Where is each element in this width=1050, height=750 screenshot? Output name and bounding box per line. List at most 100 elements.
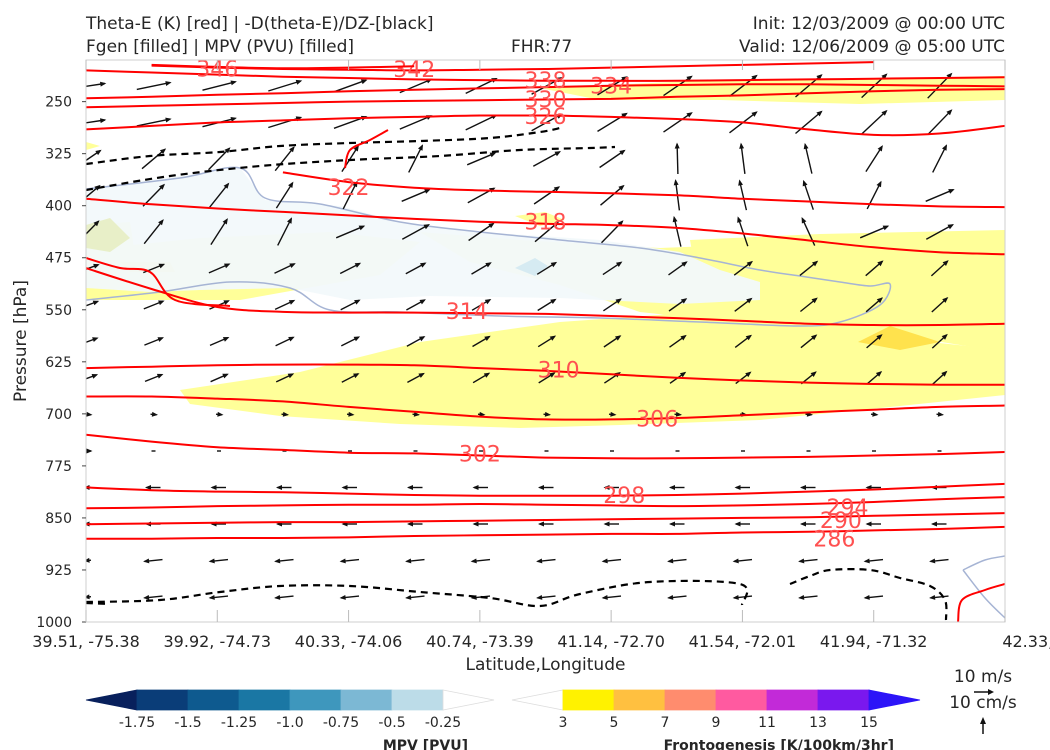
mpv-colorbar-tick-label: -0.75 bbox=[323, 715, 359, 731]
x-tick-label: 42.33, -70.6 bbox=[1002, 632, 1050, 651]
wind-vector bbox=[532, 151, 561, 167]
wind-vector bbox=[866, 334, 883, 349]
wind-vector bbox=[734, 334, 752, 348]
x-axis-label: Latitude,Longitude bbox=[466, 655, 626, 675]
wind-vector bbox=[536, 261, 558, 275]
y-tick-label: 925 bbox=[45, 563, 72, 579]
axes: 250 325 400 475 550 625 700 775 850 925 100039.51,… bbox=[11, 59, 1050, 675]
theta-e-label: 306 bbox=[636, 408, 678, 433]
wind-vector bbox=[734, 521, 750, 527]
wind-vector bbox=[274, 146, 295, 172]
fgen-colorbar-swatch bbox=[562, 689, 615, 711]
wind-vector bbox=[210, 485, 226, 490]
wind-vector bbox=[86, 337, 99, 343]
wind-vector bbox=[663, 75, 693, 97]
fgen-colorbar-swatch bbox=[613, 689, 666, 711]
wind-vector bbox=[925, 189, 955, 202]
wind-vector bbox=[800, 485, 816, 490]
wind-vector bbox=[276, 485, 292, 490]
mpv-colorbar-swatch bbox=[136, 689, 189, 711]
wind-vector bbox=[733, 260, 753, 276]
x-tick-label: 41.54, -72.01 bbox=[689, 632, 797, 651]
wind-vector bbox=[274, 299, 296, 311]
theta-e-contour bbox=[282, 171, 1005, 209]
theta-e-contour bbox=[151, 63, 415, 70]
wind-vector bbox=[268, 79, 303, 92]
wind-vector bbox=[929, 595, 949, 600]
fgen-fill-region bbox=[180, 312, 1005, 428]
y-tick-label: 850 bbox=[45, 511, 72, 527]
wind-vector bbox=[798, 558, 818, 564]
theta-e-contour bbox=[151, 61, 874, 72]
wind-vector bbox=[144, 337, 164, 346]
wind-vector bbox=[472, 485, 488, 490]
colorbars: -1.75 -1.5 -1.25 -1.0 -0.75 -0.5 -0.25 MPV [PVU… bbox=[85, 689, 921, 750]
wind-vector bbox=[145, 485, 161, 490]
wind-vector bbox=[405, 262, 427, 275]
mpv-colorbar-swatch bbox=[391, 689, 444, 711]
wind-vector bbox=[274, 263, 296, 274]
wind-vector bbox=[669, 334, 687, 348]
mpv-colorbar-swatch bbox=[238, 689, 291, 711]
wind-vector bbox=[86, 557, 92, 563]
wind-vector bbox=[275, 181, 294, 209]
wind-vector bbox=[543, 411, 551, 417]
theta-e-contour bbox=[86, 525, 1005, 540]
y-tick-label: 775 bbox=[45, 459, 72, 475]
theta-e-label: 298 bbox=[603, 484, 645, 509]
wind-vector bbox=[931, 521, 947, 527]
wind-vector bbox=[466, 152, 497, 166]
wind-vector bbox=[798, 595, 818, 600]
filled-fields bbox=[86, 76, 1005, 428]
fgen-colorbar-swatch bbox=[715, 689, 768, 711]
wind-vector bbox=[407, 485, 423, 490]
wind-vector bbox=[401, 224, 430, 240]
wind-vector bbox=[275, 373, 295, 383]
wind-vector bbox=[340, 336, 361, 347]
wind-vector bbox=[477, 411, 486, 417]
wind-vector bbox=[863, 558, 884, 564]
stability-contour bbox=[789, 568, 948, 621]
fgen-fill-region bbox=[515, 212, 565, 226]
fgen-strong-region bbox=[858, 326, 940, 350]
plot-frame bbox=[85, 59, 1006, 623]
x-tick-label: 40.74, -73.39 bbox=[426, 632, 534, 651]
theta-e-label: 322 bbox=[328, 176, 370, 201]
fgen-colorbar-label: Frontogenesis [K/100km/3hr] bbox=[664, 738, 894, 750]
wind-vector bbox=[929, 558, 949, 564]
theta-e-contour bbox=[86, 363, 1005, 386]
wind-vector bbox=[667, 558, 687, 564]
wind-vector bbox=[341, 485, 357, 490]
mpv-colorbar-tick-label: -0.5 bbox=[378, 715, 405, 731]
wind-vector bbox=[931, 297, 949, 313]
theta-e-contour bbox=[86, 267, 1005, 327]
wind-vector bbox=[339, 595, 360, 600]
fgen-colorbar-tick-label: 15 bbox=[860, 715, 878, 731]
mpv-contour bbox=[962, 569, 1005, 619]
wind-vector bbox=[870, 411, 879, 417]
wind-vector bbox=[465, 114, 498, 131]
wind-vector bbox=[406, 299, 426, 311]
wind-vector bbox=[150, 411, 158, 417]
mpv-colorbar-swatch bbox=[442, 689, 495, 711]
wind-vector bbox=[470, 558, 491, 564]
mpv-colorbar-label: MPV [PVU] bbox=[383, 738, 468, 750]
wind-vector bbox=[412, 411, 420, 417]
wind-vector bbox=[406, 336, 426, 347]
wind-vector bbox=[538, 521, 554, 527]
wind-legend-horizontal-label: 10 m/s bbox=[954, 667, 1012, 687]
wind-vector bbox=[537, 335, 557, 348]
wind-vector bbox=[407, 372, 425, 384]
wind-vector bbox=[339, 262, 362, 275]
wind-vector bbox=[208, 595, 229, 600]
wind-vector bbox=[538, 485, 554, 490]
wind-vector bbox=[268, 116, 303, 129]
wind-vector bbox=[277, 217, 292, 246]
fgen-colorbar-tick-label: 5 bbox=[610, 715, 619, 731]
y-tick-label: 400 bbox=[45, 199, 72, 215]
theta-e-label: 318 bbox=[525, 211, 567, 236]
fgen-colorbar-tick-label: 13 bbox=[809, 715, 827, 731]
wind-vector bbox=[208, 558, 229, 564]
wind-vector bbox=[538, 372, 556, 384]
wind-vector bbox=[674, 142, 680, 175]
